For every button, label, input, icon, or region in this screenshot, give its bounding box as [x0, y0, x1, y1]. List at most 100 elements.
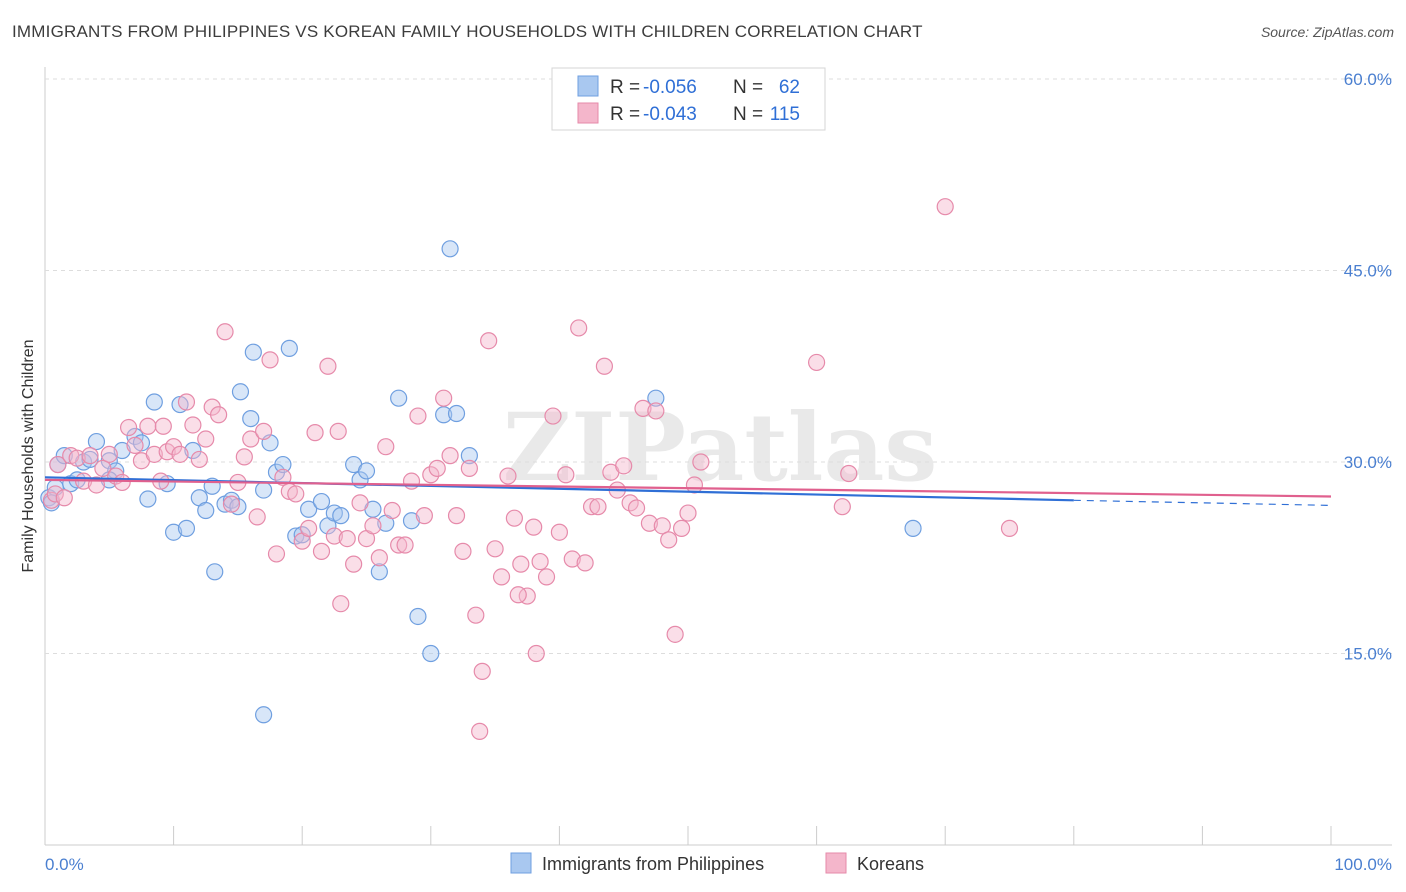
data-point-pink	[197, 430, 215, 448]
data-point-pink	[171, 445, 189, 463]
x-tick-label-max: 100.0%	[1334, 855, 1392, 874]
data-point-pink	[222, 495, 241, 513]
data-point-blue	[255, 481, 273, 499]
data-point-blue	[55, 447, 73, 465]
data-point-pink	[55, 489, 73, 507]
data-point-pink	[666, 625, 684, 643]
data-point-blue	[197, 501, 215, 520]
data-point-blue	[206, 563, 224, 581]
data-point-blue	[165, 523, 183, 541]
y-tick-label: 45.0%	[1344, 262, 1392, 281]
trend-line-pink	[44, 478, 1332, 498]
data-point-blue	[409, 607, 427, 626]
y-tick-label: 15.0%	[1344, 645, 1392, 664]
data-point-pink	[81, 447, 99, 465]
data-point-pink	[582, 498, 601, 516]
series-legend: Immigrants from Philippines Koreans	[510, 852, 924, 874]
data-point-blue	[447, 404, 466, 423]
data-point-pink	[351, 494, 369, 512]
data-point-pink	[615, 457, 633, 475]
y-axis-label: Family Households with Children	[20, 340, 37, 573]
data-point-pink	[329, 422, 347, 440]
legend-swatch-blue	[577, 75, 599, 97]
legend-n-label-pink: N =	[733, 104, 763, 125]
series-legend-label-pink: Koreans	[857, 854, 924, 874]
data-point-pink	[402, 472, 421, 490]
data-point-pink	[570, 319, 588, 337]
data-point-pink	[68, 449, 86, 467]
data-point-pink	[126, 436, 144, 455]
data-point-pink	[653, 517, 671, 535]
data-point-blue	[87, 432, 106, 451]
data-point-pink	[409, 407, 427, 425]
data-point-pink	[312, 542, 331, 560]
data-point-pink	[46, 485, 64, 503]
data-point-pink	[184, 416, 202, 434]
data-point-blue	[390, 389, 408, 407]
data-point-pink	[261, 351, 279, 369]
data-point-pink	[833, 498, 851, 516]
data-point-pink	[154, 417, 172, 435]
data-point-pink	[679, 504, 697, 522]
data-point-pink	[345, 555, 363, 573]
data-point-pink	[499, 467, 517, 485]
legend-n-value-pink: 115	[770, 104, 800, 125]
data-point-pink	[447, 507, 466, 525]
data-point-blue	[460, 447, 478, 465]
data-point-pink	[840, 464, 858, 483]
x-tick-marks	[173, 826, 1332, 845]
chart-source: Source: ZipAtlas.com	[1260, 24, 1394, 40]
data-point-pink	[512, 555, 530, 573]
data-point-pink	[100, 445, 118, 463]
legend-n-value-blue: 62	[779, 77, 800, 98]
data-point-pink	[119, 418, 138, 437]
data-point-pink	[563, 550, 581, 568]
data-point-pink	[640, 514, 659, 532]
data-point-blue	[647, 389, 665, 407]
legend-swatch-pink	[577, 102, 599, 124]
data-point-pink	[415, 507, 433, 525]
trend-line-extension-blue	[1073, 499, 1332, 507]
data-point-blue	[242, 409, 260, 428]
data-point-pink	[473, 662, 491, 680]
data-point-pink	[248, 508, 266, 526]
series-legend-swatch-blue	[510, 852, 532, 874]
data-point-blue	[402, 512, 421, 530]
y-tick-label: 60.0%	[1344, 70, 1392, 89]
data-point-pink	[435, 389, 453, 407]
legend-n-label-blue: N =	[733, 77, 763, 98]
data-point-pink	[544, 407, 562, 425]
data-point-pink	[49, 455, 67, 474]
data-point-blue	[113, 441, 131, 460]
series-legend-label-blue: Immigrants from Philippines	[542, 854, 764, 874]
data-point-pink	[377, 438, 395, 456]
data-points	[40, 198, 1019, 740]
data-point-blue	[274, 455, 292, 474]
x-tick-label-min: 0.0%	[45, 855, 84, 874]
data-point-pink	[480, 332, 498, 350]
data-point-pink	[383, 501, 401, 520]
data-point-pink	[235, 448, 253, 466]
data-point-pink	[145, 445, 163, 463]
data-point-pink	[325, 527, 343, 545]
data-point-pink	[267, 545, 286, 563]
data-point-pink	[627, 499, 646, 517]
data-point-pink	[467, 606, 485, 624]
data-point-pink	[370, 549, 388, 567]
data-point-pink	[210, 406, 228, 424]
data-point-pink	[94, 459, 112, 477]
data-point-pink	[576, 554, 594, 572]
data-point-pink	[428, 459, 446, 477]
legend-r-label-pink: R =	[610, 104, 640, 125]
data-point-pink	[492, 568, 511, 586]
data-point-pink	[274, 468, 292, 486]
data-point-pink	[672, 519, 691, 537]
data-point-pink	[287, 485, 305, 503]
data-point-blue	[177, 519, 196, 537]
data-point-pink	[441, 447, 459, 465]
data-point-pink	[634, 399, 652, 417]
data-point-blue	[332, 507, 350, 525]
correlation-legend: R = -0.056 N = 62 R = -0.043 N = 115	[551, 67, 826, 131]
data-point-pink	[139, 417, 157, 435]
